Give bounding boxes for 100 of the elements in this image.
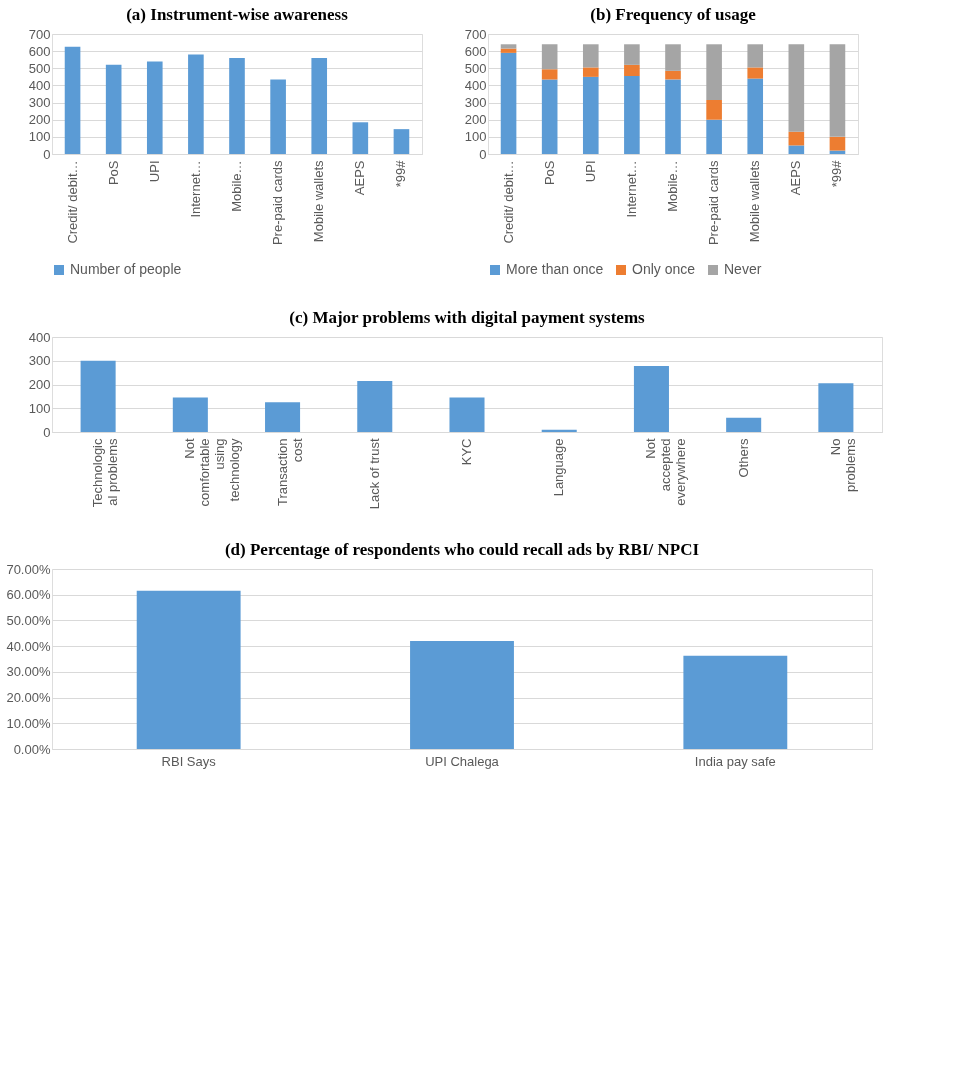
bar	[105, 64, 122, 154]
bar	[449, 397, 485, 432]
bar	[624, 44, 640, 65]
bar	[582, 76, 599, 154]
x-tick-label: Mobile wallets	[747, 160, 763, 243]
y-tick-label: 300	[28, 95, 51, 111]
x-tick-label: Mobile…	[229, 160, 244, 212]
chart-title: (d) Percentage of respondents who could recall ads by RBI/ NPCI	[224, 540, 700, 559]
x-tick-label: Internet…	[623, 160, 639, 218]
bar	[788, 44, 805, 132]
x-tick-label: RBI Says	[161, 753, 217, 769]
bar	[829, 44, 846, 137]
y-tick-label: 30.00%	[6, 664, 51, 680]
y-tick-label: 400	[28, 329, 51, 345]
chart-title: (a) Instrument-wise awareness	[126, 5, 349, 24]
x-tick-label: Pre-paid cards	[706, 160, 722, 246]
y-tick-label: 300	[28, 353, 51, 369]
y-tick-label: 200	[28, 377, 51, 392]
bar	[582, 44, 599, 68]
legend-label: Number of people	[70, 261, 182, 277]
y-tick-label: 20.00%	[6, 690, 51, 706]
y-tick-label: 200	[464, 112, 487, 128]
x-tick-label: KYC	[459, 438, 474, 466]
x-tick-label: India pay safe	[694, 753, 776, 769]
x-tick-label: Technologic al problems	[90, 438, 121, 508]
bar	[726, 417, 762, 432]
bar	[818, 383, 854, 432]
y-tick-label: 50.00%	[6, 612, 51, 628]
bar	[706, 44, 722, 100]
x-tick-label: Language	[551, 438, 567, 497]
bar	[393, 129, 410, 154]
bar	[500, 52, 517, 154]
bar	[410, 641, 514, 749]
y-tick-label: 0	[43, 146, 51, 162]
bar	[357, 380, 393, 432]
bar	[64, 46, 81, 154]
x-tick-label: Not comfortable using technology	[182, 438, 243, 507]
bar	[747, 67, 764, 79]
bar	[665, 79, 681, 154]
x-tick-label: Mobile wallets	[311, 160, 327, 243]
x-tick-label: *99#	[829, 159, 845, 188]
bar	[624, 76, 640, 154]
bar	[188, 54, 204, 154]
bar	[706, 100, 722, 120]
legend-label: Only once	[632, 261, 696, 277]
bar	[624, 64, 640, 76]
y-tick-label: 400	[464, 77, 487, 93]
x-tick-label: AEPS	[352, 160, 368, 196]
x-tick-label: Not accepted everywhere	[643, 438, 689, 506]
bar	[146, 61, 163, 154]
bar	[747, 44, 764, 68]
bar	[665, 70, 681, 80]
y-tick-label: 0	[479, 146, 487, 162]
bar	[500, 48, 517, 53]
bar	[582, 67, 599, 77]
y-tick-label: 0	[43, 424, 51, 440]
x-tick-label: Pre-paid cards	[270, 160, 286, 246]
y-tick-label: 400	[28, 77, 51, 93]
x-tick-label: UPI	[582, 160, 598, 183]
x-tick-label: UPI Chalega	[425, 753, 500, 769]
chart-title: (b) Frequency of usage	[590, 5, 757, 24]
chart-title: (c) Major problems with digital payment systems	[289, 308, 646, 327]
y-tick-label: 300	[464, 95, 487, 111]
y-tick-label: 70.00%	[6, 561, 51, 577]
legend-label: More than once	[506, 261, 604, 277]
bar	[352, 122, 369, 154]
bar	[500, 44, 517, 49]
x-tick-label: *99#	[393, 159, 409, 188]
y-tick-label: 200	[28, 112, 51, 128]
x-tick-label: PoS	[541, 160, 557, 186]
x-tick-label: Lack of trust	[366, 438, 382, 510]
x-tick-label: Credit/ debit…	[64, 160, 80, 244]
y-tick-label: 40.00%	[6, 638, 51, 654]
bar	[747, 78, 764, 154]
bar	[683, 655, 788, 749]
bar	[633, 365, 669, 432]
y-tick-label: 700	[28, 26, 51, 42]
bar	[172, 397, 208, 432]
bar	[270, 79, 286, 154]
x-tick-label: No problems	[827, 438, 858, 492]
bar	[541, 44, 558, 70]
x-tick-label: Transaction cost	[274, 438, 305, 506]
legend-label: Never	[724, 261, 762, 277]
y-tick-label: 500	[464, 60, 487, 76]
x-tick-label: Credit/ debit…	[500, 160, 516, 244]
y-tick-label: 700	[464, 26, 487, 42]
x-tick-label: Internet…	[187, 160, 203, 218]
bar	[136, 590, 241, 749]
y-tick-label: 60.00%	[6, 587, 51, 603]
y-tick-label: 0.00%	[13, 741, 51, 757]
x-tick-label: AEPS	[788, 160, 804, 196]
y-tick-label: 500	[28, 60, 51, 76]
y-tick-label: 600	[464, 43, 487, 59]
bar	[229, 58, 245, 154]
x-tick-label: Others	[735, 438, 751, 478]
y-tick-label: 100	[464, 129, 487, 145]
bar	[80, 360, 116, 432]
bar	[541, 69, 558, 80]
bar	[265, 402, 301, 432]
y-tick-label: 100	[28, 400, 51, 416]
